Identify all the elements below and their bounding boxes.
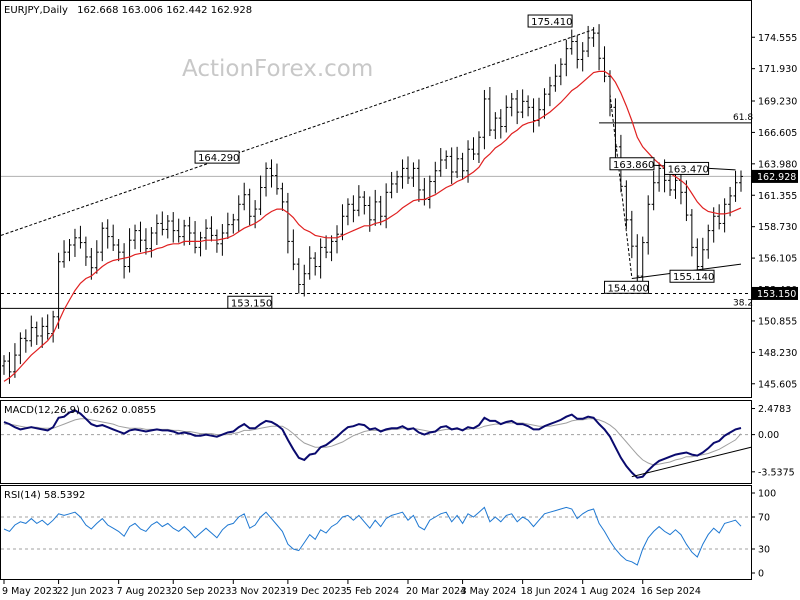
- key-level-label: 163.860: [613, 160, 654, 171]
- key-level-154-400: 154.400: [604, 280, 650, 294]
- upper-channel-trendline: [0, 29, 594, 236]
- support-price-tag-bg: [752, 286, 798, 300]
- date-axis-label: 1 Aug 2024: [581, 586, 636, 597]
- key-level-163-860: 163.860: [609, 157, 655, 171]
- rsi-layer: [1, 506, 751, 566]
- rsi-panel-frame: [0, 485, 752, 580]
- chart-header: EURJPY,Daily 162.668 163.006 162.442 162…: [4, 5, 252, 16]
- key-level-box: [604, 280, 650, 294]
- macd-line: [3, 409, 742, 479]
- price-axis-label: 166.605: [758, 128, 797, 139]
- date-axis-label: 22 Jun 2023: [57, 586, 114, 597]
- price-axis-label: 161.355: [758, 191, 797, 202]
- ohlc-values: 162.668 163.006 162.442 162.928: [77, 5, 252, 16]
- date-axis-label: 5 Feb 2024: [346, 586, 399, 597]
- date-axis-label: 9 May 2023: [2, 586, 58, 597]
- key-level-label: 175.410: [531, 17, 572, 28]
- price-axis-label: 150.855: [758, 316, 797, 327]
- date-axis-label: 20 Sep 2023: [171, 586, 231, 597]
- price-axis-label: 163.980: [758, 159, 797, 170]
- rsi-axis-label: 70: [758, 513, 770, 524]
- price-layer: 61.8 38.2 175.410 164.290 153.150 163.860 163.…: [0, 14, 753, 384]
- rsi-axis-label: 100: [758, 489, 776, 500]
- price-panel-frame: [0, 0, 752, 398]
- symbol-label: EURJPY,Daily: [4, 5, 68, 16]
- macd-trendline: [631, 446, 752, 478]
- rsi-label: RSI(14) 58.5392: [4, 490, 85, 501]
- key-level-box: [527, 14, 573, 28]
- price-axis-label: 145.605: [758, 379, 797, 390]
- price-axis-label: 158.730: [758, 222, 797, 233]
- macd-panel-frame: [0, 400, 752, 484]
- key-level-163-470: 163.470: [664, 161, 710, 175]
- price-axis-label: 156.105: [758, 254, 797, 265]
- key-level-box: [194, 150, 240, 164]
- key-level-box: [227, 295, 273, 309]
- watermark: ActionForex.com: [182, 56, 373, 82]
- date-axis-label: 3 May 2024: [461, 586, 517, 597]
- current-price-tag: 162.928: [752, 169, 798, 183]
- rsi-line: [3, 506, 742, 566]
- key-level-label: 155.140: [673, 272, 714, 283]
- date-axis-label: 18 Jun 2024: [521, 586, 578, 597]
- key-level-175-410: 175.410: [527, 14, 573, 28]
- macd-axis-label: 0.00: [758, 430, 779, 441]
- macd-signal-line: [4, 418, 742, 466]
- date-axis-label: 3 Nov 2023: [231, 586, 286, 597]
- key-level-box: [609, 157, 655, 171]
- key-level-164-290: 164.290: [194, 150, 240, 164]
- key-level-label: 153.150: [231, 298, 272, 309]
- fib-61-8-label: 61.8: [733, 113, 753, 123]
- date-axis-label: 7 Aug 2023: [117, 586, 172, 597]
- current-price-tag-bg: [752, 169, 798, 183]
- rsi-axis-label: 30: [758, 545, 770, 556]
- moving-average-line: [3, 70, 742, 382]
- macd-label: MACD(12,26,9) 0.6262 0.0855: [4, 405, 156, 416]
- macd-layer: [1, 409, 752, 479]
- support-price-tag: 153.150: [752, 286, 798, 300]
- date-axis-label: 16 Sep 2024: [641, 586, 701, 597]
- key-level-label: 163.470: [668, 164, 709, 175]
- price-axis-label: 148.230: [758, 348, 797, 359]
- key-level-box: [669, 269, 715, 283]
- current-price-tag-label: 162.928: [757, 172, 796, 183]
- price-axis-label: 171.930: [758, 64, 797, 75]
- key-level-box: [664, 161, 710, 175]
- date-axis-label: 20 Mar 2024: [406, 586, 466, 597]
- price-axis-label: 174.555: [758, 33, 797, 44]
- date-axis-label: 19 Dec 2023: [286, 586, 347, 597]
- key-level-155-140: 155.140: [669, 269, 715, 283]
- fib-38-2-label: 38.2: [733, 298, 753, 308]
- price-axis-label: 169.230: [758, 96, 797, 107]
- rsi-axis-label: 0: [758, 569, 764, 580]
- axis-layer: 174.555 171.930 169.230 166.605 163.980 161.3…: [2, 33, 798, 597]
- key-level-label: 154.400: [608, 283, 649, 294]
- macd-axis-label: -3.5375: [758, 467, 795, 478]
- key-level-153-150: 153.150: [227, 295, 273, 309]
- key-level-label: 164.290: [198, 153, 239, 164]
- macd-axis-label: 2.4783: [758, 404, 791, 415]
- support-price-tag-label: 153.150: [757, 289, 796, 300]
